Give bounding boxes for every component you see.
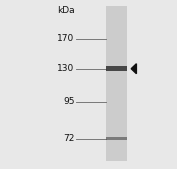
Bar	[106, 66, 127, 71]
Bar	[106, 6, 127, 161]
Text: 95: 95	[63, 98, 75, 106]
Text: 170: 170	[57, 34, 75, 43]
Polygon shape	[131, 64, 136, 74]
Text: kDa: kDa	[57, 6, 75, 15]
Bar	[106, 137, 127, 140]
Text: 130: 130	[57, 64, 75, 73]
Text: 72: 72	[63, 134, 75, 143]
